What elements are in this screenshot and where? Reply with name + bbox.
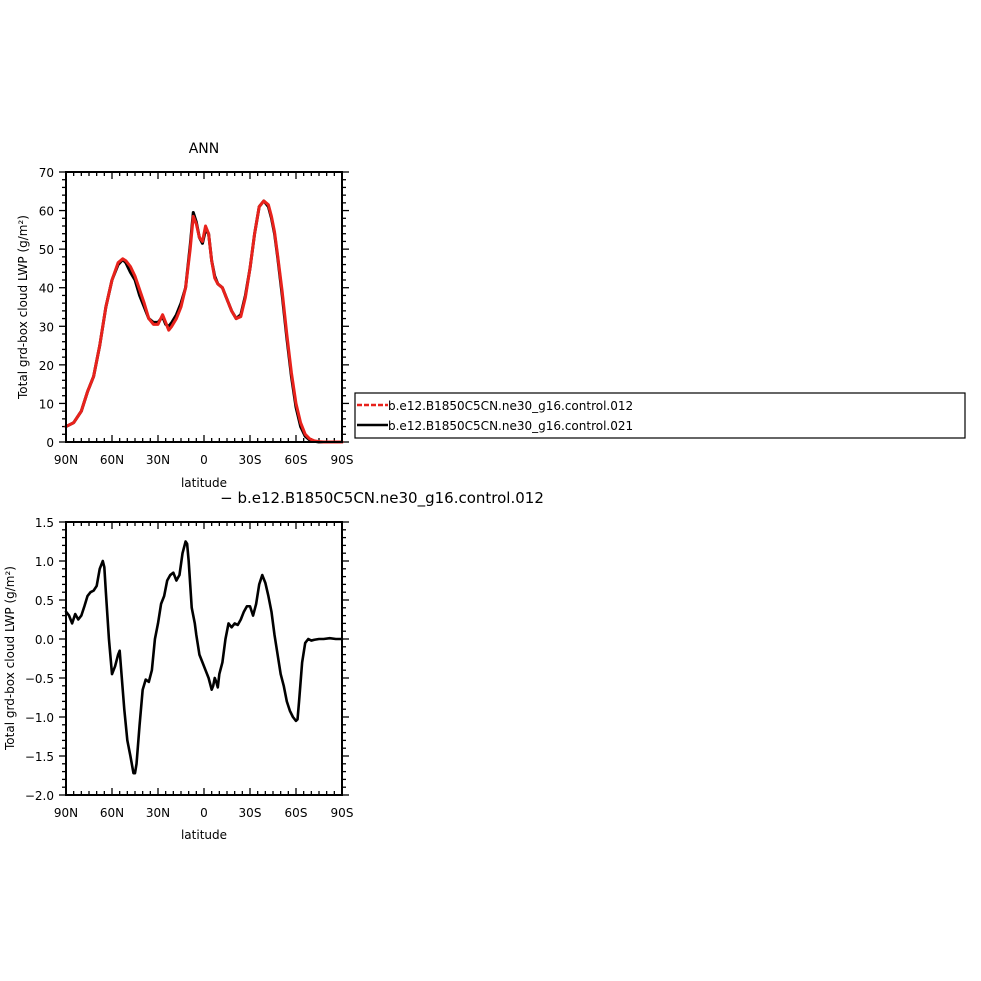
y-tick-label: −2.0 (25, 789, 54, 803)
x-tick-label: 30S (239, 453, 262, 467)
y-tick-label: 40 (39, 282, 54, 296)
x-tick-label: 60S (285, 453, 308, 467)
mean-lwp-panel: ANN 90N 60N 30N 0 30S 60S 90S 0 10 20 30 40 50 60 70 l… (16, 141, 353, 490)
x-axis-label: latitude (181, 828, 227, 842)
series-line-control-012 (64, 199, 344, 444)
x-tick-label: 60N (100, 453, 124, 467)
y-tick-label: −1.0 (25, 711, 54, 725)
y-tick-label: 0 (46, 436, 54, 450)
x-tick-label: 30N (146, 453, 170, 467)
mean-lwp-plot-area: 90N 60N 30N 0 30S 60S 90S 0 10 20 30 40 50 60 70 (39, 166, 354, 467)
panel-title: − b.e12.B1850C5CN.ne30_g16.control.012 (220, 489, 544, 508)
panel-title: ANN (189, 141, 220, 157)
x-tick-label: 90N (54, 806, 78, 820)
plot-frame (65, 171, 343, 443)
x-tick-label: 90S (331, 806, 354, 820)
y-tick-label: 10 (39, 397, 54, 411)
y-tick-label: −0.5 (25, 672, 54, 686)
y-tick-label: 50 (39, 243, 54, 257)
x-tick-label: 90N (54, 453, 78, 467)
y-tick-label: −1.5 (25, 750, 54, 764)
x-tick-label: 30N (146, 806, 170, 820)
legend-label-control-021: b.e12.B1850C5CN.ne30_g16.control.021 (388, 419, 633, 433)
y-tick-label: 1.0 (35, 555, 54, 569)
y-axis-label: Total grd-box cloud LWP (g/m²) (16, 215, 30, 400)
y-axis-label: Total grd-box cloud LWP (g/m²) (3, 566, 17, 751)
x-tick-label: 0 (200, 453, 208, 467)
legend-box (354, 392, 966, 439)
series-line-difference (64, 540, 344, 775)
x-tick-label: 90S (331, 453, 354, 467)
difference-panel: − b.e12.B1850C5CN.ne30_g16.control.012 9… (3, 489, 544, 842)
legend-label-control-012: b.e12.B1850C5CN.ne30_g16.control.012 (388, 399, 633, 413)
x-tick-label: 0 (200, 806, 208, 820)
y-tick-label: 1.5 (35, 516, 54, 530)
x-tick-label: 60S (285, 806, 308, 820)
x-tick-label: 60N (100, 806, 124, 820)
difference-plot-area: 90N 60N 30N 0 30S 60S 90S 1.5 1.0 0.5 0.0 −0.5 −1.0 −… (25, 516, 354, 820)
x-tick-label: 30S (239, 806, 262, 820)
y-tick-label: 60 (39, 205, 54, 219)
y-tick-label: 20 (39, 359, 54, 373)
y-tick-label: 70 (39, 166, 54, 180)
y-tick-label: 30 (39, 320, 54, 334)
plot-frame (65, 521, 343, 796)
y-tick-label: 0.5 (35, 594, 54, 608)
legend: b.e12.B1850C5CN.ne30_g16.control.012 b.e… (354, 392, 966, 439)
x-axis-label: latitude (181, 476, 227, 490)
y-tick-label: 0.0 (35, 633, 54, 647)
